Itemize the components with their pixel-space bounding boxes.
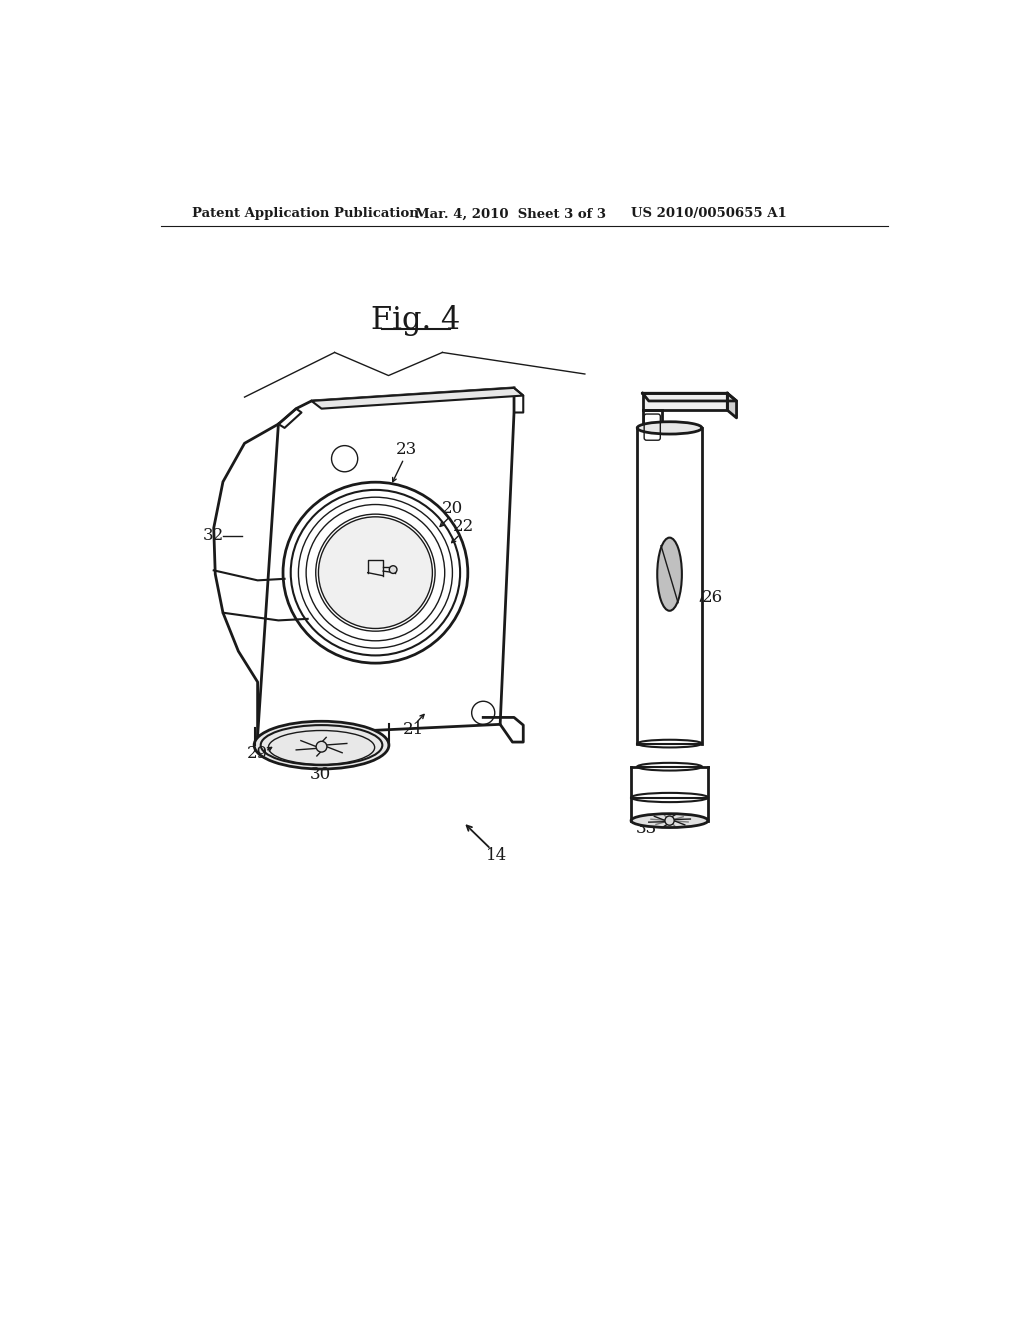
Circle shape bbox=[389, 566, 397, 573]
Text: 30: 30 bbox=[309, 766, 331, 783]
Circle shape bbox=[665, 816, 674, 825]
Ellipse shape bbox=[637, 422, 701, 434]
Ellipse shape bbox=[254, 721, 389, 770]
Text: US 2010/0050655 A1: US 2010/0050655 A1 bbox=[631, 207, 786, 220]
Ellipse shape bbox=[631, 813, 708, 828]
Text: Patent Application Publication: Patent Application Publication bbox=[193, 207, 419, 220]
Polygon shape bbox=[643, 393, 736, 401]
Text: 32: 32 bbox=[203, 527, 224, 544]
Polygon shape bbox=[727, 393, 736, 418]
Text: 26: 26 bbox=[701, 589, 723, 606]
Ellipse shape bbox=[657, 537, 682, 611]
Text: 14: 14 bbox=[485, 846, 507, 863]
Text: 21: 21 bbox=[403, 721, 425, 738]
Text: Fig. 4: Fig. 4 bbox=[371, 305, 460, 335]
Circle shape bbox=[316, 742, 327, 752]
Text: 20: 20 bbox=[441, 500, 463, 517]
Text: 23: 23 bbox=[395, 441, 417, 458]
Ellipse shape bbox=[318, 517, 432, 628]
Text: Mar. 4, 2010  Sheet 3 of 3: Mar. 4, 2010 Sheet 3 of 3 bbox=[416, 207, 606, 220]
Polygon shape bbox=[643, 393, 727, 411]
Polygon shape bbox=[311, 388, 523, 409]
Text: 22: 22 bbox=[453, 517, 474, 535]
Text: 29: 29 bbox=[247, 744, 268, 762]
Text: 33: 33 bbox=[636, 820, 657, 837]
